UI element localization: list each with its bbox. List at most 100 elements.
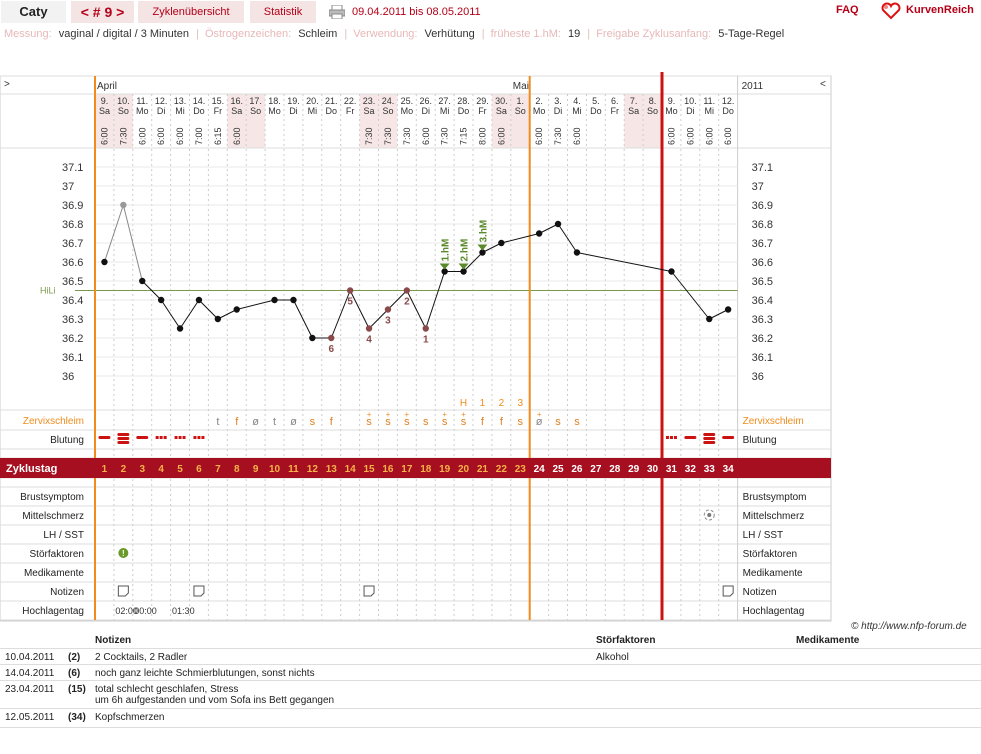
weekend-shade	[113, 94, 133, 148]
cycle-day-number: 31	[666, 464, 678, 475]
date-label: 4.	[573, 96, 581, 106]
ytick-left: 36.6	[62, 257, 83, 269]
chart-frame	[0, 75, 832, 622]
note-icon[interactable]	[193, 585, 205, 597]
time-label: 6:00	[156, 127, 166, 145]
note-icon[interactable]	[722, 585, 734, 597]
time-label: 6:00	[175, 127, 185, 145]
temp-point	[706, 315, 713, 323]
cycle-overview-tab[interactable]: Zyklenübersicht	[138, 1, 244, 23]
medication-header: Medikamente	[796, 635, 860, 646]
temp-point	[441, 268, 448, 275]
scroll-right-button[interactable]: <	[820, 79, 826, 90]
user-name[interactable]: Caty	[1, 1, 66, 23]
time-label: 6:00	[421, 127, 431, 145]
date-label: 12.	[155, 96, 168, 106]
mucus-plus: +	[537, 410, 542, 419]
mucus-symbol: s	[518, 416, 524, 428]
weekend-shade	[510, 94, 530, 148]
temp-curve-segment	[198, 299, 219, 320]
cycle-day-number: 9	[253, 464, 259, 475]
bleeding-light-icon	[669, 436, 673, 439]
cycle-day-number: 6	[196, 464, 202, 475]
date-label: 13.	[174, 96, 187, 106]
date-label: 2.	[535, 96, 543, 106]
year-label: 2011	[742, 81, 764, 92]
note-icon[interactable]	[363, 585, 375, 597]
time-label: 6:00	[99, 127, 109, 145]
ytick-left: 36.3	[62, 314, 83, 326]
scroll-left-button[interactable]: >	[4, 79, 10, 90]
cycle-day-number: 23	[515, 464, 527, 475]
ytick-left: 37.1	[62, 162, 83, 174]
cycle-selector[interactable]: < # 9 >	[71, 1, 134, 23]
hochlagentag-time: 00:00	[134, 606, 157, 616]
bleeding-medium-icon	[136, 436, 149, 439]
logo[interactable]: KurvenReich	[880, 2, 974, 23]
weekend-shade	[359, 94, 379, 148]
temp-curve-segment	[709, 309, 729, 320]
mucus-symbol: f	[235, 416, 239, 428]
temp-point	[365, 325, 373, 332]
mucus-plus: +	[386, 410, 391, 419]
time-label: 8:00	[477, 127, 487, 145]
date-label: 23.	[363, 96, 376, 106]
ytick-right: 36.4	[752, 295, 773, 307]
date-label: 22.	[344, 96, 357, 106]
faq-link[interactable]: FAQ	[836, 4, 859, 16]
date-label: 30.	[495, 96, 508, 106]
date-label: 7.	[630, 96, 638, 106]
weekday-label: Di	[686, 106, 695, 116]
temp-curve-segment	[368, 309, 389, 329]
cycle-day-number: 10	[269, 464, 281, 475]
time-label: 6:00	[704, 127, 714, 145]
temp-point	[422, 325, 429, 332]
ytick-left: 37	[62, 181, 74, 193]
statistics-tab[interactable]: Statistik	[250, 1, 316, 23]
cycle-day-bar	[0, 458, 831, 478]
mucus-symbol: f	[481, 416, 485, 428]
row-date: 14.04.2011	[5, 668, 55, 679]
cycle-day-number: 11	[288, 464, 299, 475]
weekday-label: Sa	[231, 106, 242, 116]
row-day: (15)	[68, 684, 86, 695]
note-icon[interactable]	[117, 585, 129, 597]
bleeding-light-icon	[193, 436, 197, 439]
ytick-right: 36	[752, 371, 764, 383]
bleeding-heavy-icon	[117, 441, 130, 444]
row-disturbance: Alkohol	[596, 652, 629, 663]
row-label-right: Brustsymptom	[743, 492, 807, 503]
logo-text: KurvenReich	[906, 4, 974, 16]
cycle-day-number: 5	[177, 464, 183, 475]
mucus-symbol: s	[555, 416, 561, 428]
time-label: 6:15	[213, 127, 223, 145]
cycle-day-number: 30	[647, 464, 659, 475]
printer-icon[interactable]	[329, 5, 345, 19]
heart-logo-icon	[881, 2, 901, 20]
date-label: 11.	[136, 96, 148, 106]
date-label: 25.	[401, 96, 414, 106]
mucus-peak-label: H	[460, 398, 467, 409]
temp-point	[120, 201, 127, 209]
weekend-shade	[227, 94, 247, 148]
bleeding-light-icon	[174, 436, 178, 439]
mucus-plus: +	[461, 410, 466, 419]
mucus-symbol: s	[366, 416, 372, 428]
weekday-label: Mo	[533, 106, 546, 116]
row-text: total schlecht geschlafen, Stress	[95, 684, 239, 695]
weekend-shade	[643, 94, 662, 148]
temp-curve-segment	[538, 223, 559, 234]
weekday-label: So	[118, 106, 129, 116]
cycle-day-number: 1	[102, 464, 108, 475]
temp-point	[328, 334, 335, 342]
bleeding-light-icon	[178, 436, 182, 439]
temp-curve-segment	[671, 271, 710, 320]
row-text-line2: um 6h aufgestanden und vom Sofa ins Bett…	[95, 695, 335, 706]
use-label: Verwendung:	[353, 28, 418, 40]
date-label: 17.	[249, 96, 262, 106]
mucus-symbol: f	[330, 416, 334, 428]
temp-curve-segment	[103, 204, 124, 263]
mucus-plus: +	[442, 410, 447, 419]
mucus-symbol: s	[423, 416, 429, 428]
cycle-day-number: 12	[307, 464, 319, 475]
